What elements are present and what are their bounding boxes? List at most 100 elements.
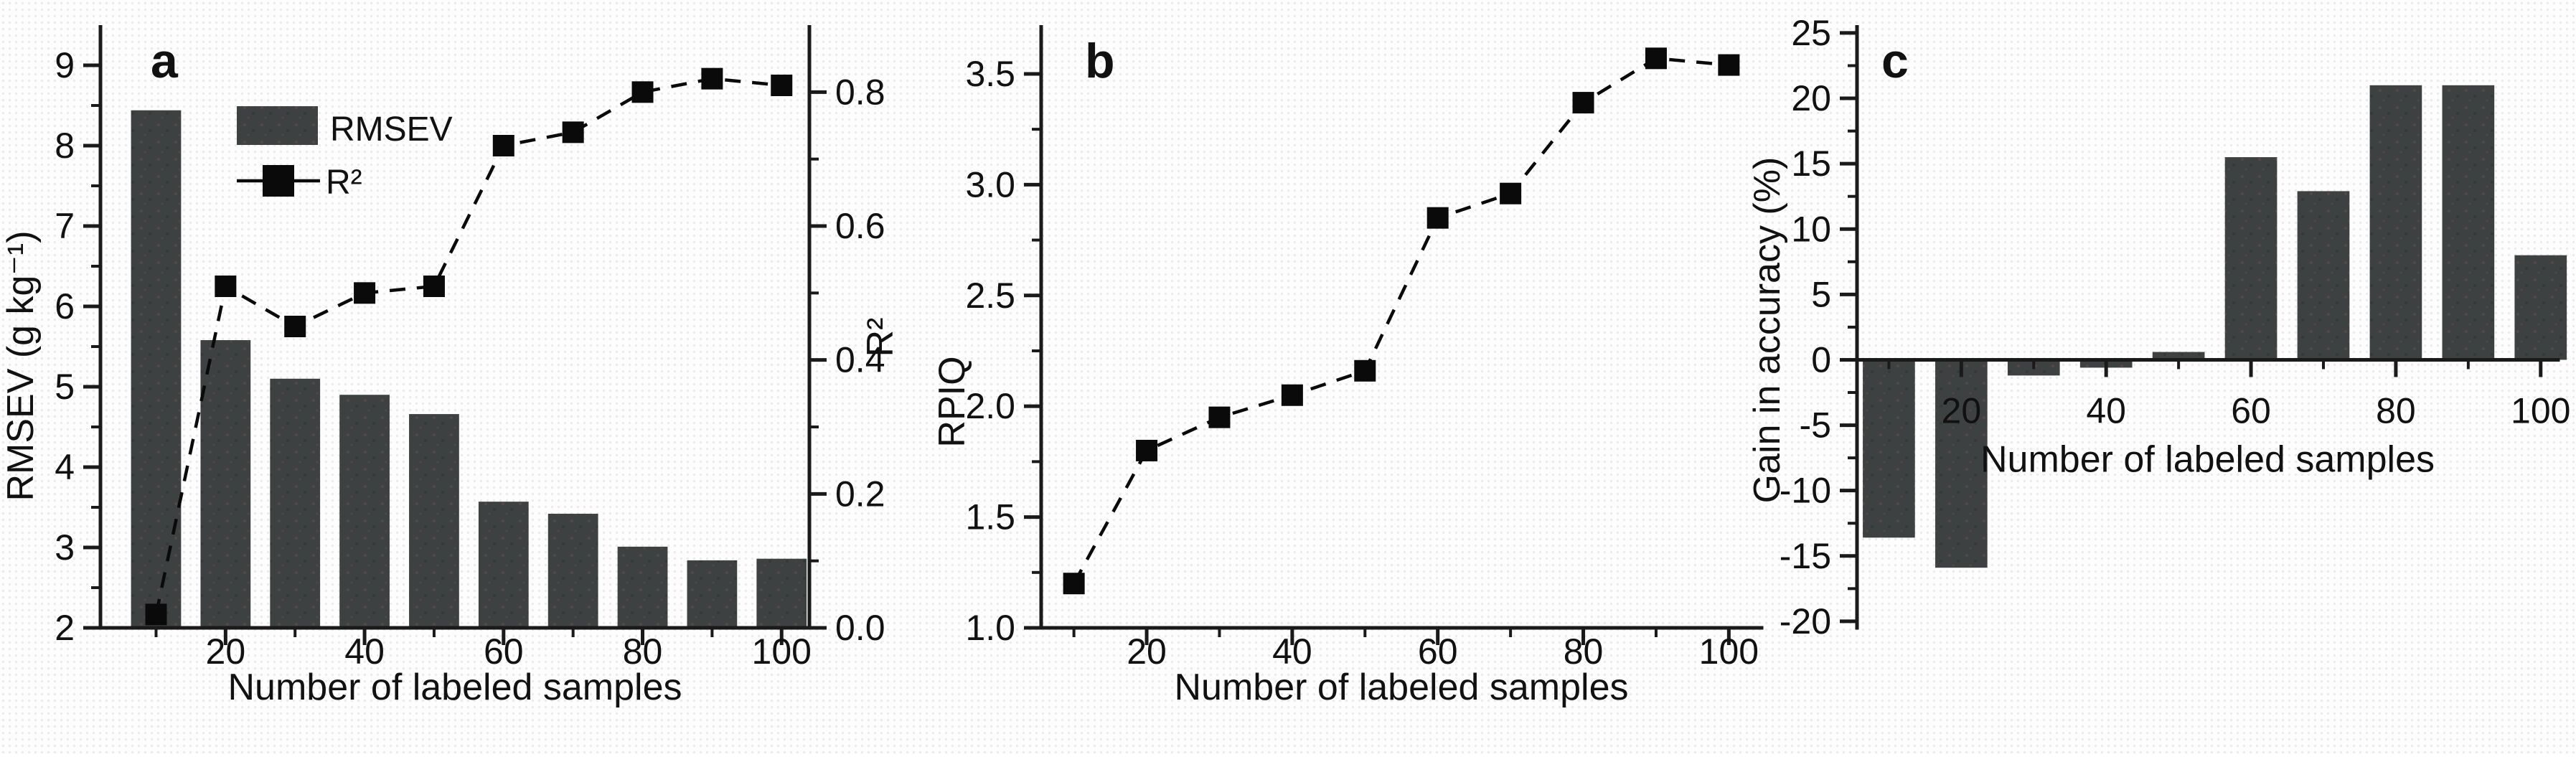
y-tick-label: 2.5 — [965, 276, 1015, 316]
y-axis-title: RPIQ — [931, 356, 973, 447]
data-point-marker-10 — [145, 603, 167, 626]
rpiq-line-series — [1063, 47, 1740, 595]
y-tick-label: 5 — [55, 367, 75, 407]
x-tick-label: 60 — [484, 631, 524, 672]
gain-bar-50 — [2152, 352, 2205, 360]
x-axis — [1039, 626, 1764, 645]
y-axis-left — [1024, 25, 1043, 630]
legend-bar-swatch — [237, 106, 318, 145]
y-tick-label: 3.0 — [965, 164, 1015, 204]
y-axis-left — [83, 25, 103, 630]
rmsev-bar-80 — [617, 546, 668, 628]
x-axis-title: Number of labeled samples — [1980, 438, 2435, 480]
y-axis-title: Gain in accuracy (%) — [1747, 157, 1788, 504]
y-tick-label: 3.5 — [965, 54, 1015, 94]
data-point-marker-30 — [1208, 406, 1231, 428]
y-tick-label: 2 — [55, 608, 75, 648]
y-tick-label: -20 — [1780, 601, 1831, 641]
x-tick-label: 40 — [344, 631, 385, 672]
data-point-marker-40 — [1281, 384, 1303, 406]
gain-bar-70 — [2297, 191, 2350, 360]
legend-label-rmsev: RMSEV — [330, 111, 453, 149]
gain-bar-100 — [2514, 255, 2567, 360]
gain-bar-80 — [2369, 85, 2422, 360]
y-tick-label: 15 — [1791, 144, 1831, 184]
panel-a: 2 3 4 5 6 7 8 9 RMSEV (g kg⁻¹) 0.0 0.2 0.4 0.6 0.8 R² 2… — [0, 25, 901, 708]
x-tick-label: 100 — [752, 631, 812, 672]
x-tick-label: 20 — [1127, 631, 1167, 672]
x-axis — [1855, 357, 2560, 377]
x-tick-label: 80 — [1564, 631, 1604, 672]
y-tick-label: 25 — [1791, 13, 1831, 53]
y-tick-label: 9 — [55, 45, 75, 85]
x-tick-label: 20 — [1942, 390, 1982, 431]
x-axis-title: Number of labeled samples — [1175, 667, 1629, 708]
panel-b: 1.0 1.5 2.0 2.5 3.0 3.5 RPIQ 20 40 60 80 100 Number … — [931, 25, 1764, 708]
gain-bars — [1863, 85, 2567, 568]
rmsev-bar-10 — [131, 110, 182, 629]
rmsev-bar-20 — [200, 340, 251, 628]
data-point-marker-100 — [771, 75, 793, 96]
y-tick-label: 6 — [55, 286, 75, 326]
x-tick-label: 80 — [2376, 390, 2416, 431]
data-point-marker-20 — [1136, 439, 1158, 461]
y-tick-label: 0.6 — [835, 206, 885, 246]
y-tick-label: 1.5 — [965, 497, 1015, 537]
y-tick-label: 3 — [55, 527, 75, 568]
legend-label-r2: R² — [326, 164, 362, 202]
rmsev-bar-30 — [270, 378, 321, 628]
data-point-marker-50 — [423, 276, 445, 297]
gain-bar-60 — [2224, 157, 2277, 360]
rmsev-bar-40 — [339, 395, 390, 628]
data-point-marker-60 — [492, 135, 514, 156]
y-tick-label: -5 — [1800, 405, 1831, 446]
gain-bar-90 — [2442, 85, 2495, 360]
data-point-marker-50 — [1354, 359, 1376, 382]
data-point-marker-80 — [631, 81, 654, 103]
y-tick-label: 20 — [1791, 78, 1831, 118]
panel-c: -20 -15 -10 -5 0 5 10 15 20 25 Gain in accuracy (%… — [1747, 13, 2570, 641]
data-point-marker-10 — [1063, 573, 1085, 595]
y-axis-left — [1840, 25, 1859, 630]
x-tick-label: 20 — [206, 631, 246, 672]
data-point-marker-100 — [1718, 54, 1740, 76]
x-tick-label: 40 — [1272, 631, 1312, 672]
rmsev-bars — [131, 110, 807, 629]
y-tick-label: -15 — [1780, 536, 1831, 576]
y-tick-label: 0.8 — [835, 72, 885, 112]
y-tick-label: 7 — [55, 206, 75, 246]
y-tick-label: -10 — [1780, 471, 1831, 511]
y-tick-label: 2.0 — [965, 386, 1015, 426]
y-tick-label: 5 — [1811, 274, 1831, 314]
y-tick-label: 8 — [55, 126, 75, 166]
rmsev-bar-90 — [687, 560, 738, 628]
r2-line-series — [145, 67, 793, 626]
y-axis-right-title: R² — [860, 318, 901, 357]
y-axis-right — [807, 25, 827, 630]
data-point-marker-30 — [284, 316, 306, 337]
y-tick-label: 4 — [55, 447, 75, 487]
x-tick-label: 60 — [2231, 390, 2271, 431]
rmsev-bar-60 — [478, 502, 529, 628]
legend-square-marker — [263, 165, 294, 197]
gain-bar-10 — [1863, 359, 1915, 538]
x-tick-label: 80 — [623, 631, 663, 672]
x-tick-label: 100 — [1699, 631, 1759, 672]
gain-bar-20 — [1935, 359, 1988, 568]
data-point-marker-90 — [701, 67, 723, 90]
panel-letter-c: c — [1881, 34, 1909, 88]
rmsev-bar-100 — [756, 558, 807, 628]
data-point-marker-20 — [215, 276, 237, 297]
data-point-marker-70 — [562, 121, 584, 144]
y-axis-title: RMSEV (g kg⁻¹) — [0, 230, 42, 501]
legend: RMSEV R² — [237, 106, 453, 202]
x-tick-label: 40 — [2086, 390, 2126, 431]
series-line — [154, 77, 782, 615]
panel-letter-a: a — [151, 34, 179, 88]
x-axis-title: Number of labeled samples — [228, 667, 682, 708]
y-tick-label: 0 — [1811, 339, 1831, 380]
y-tick-label: 0.0 — [835, 608, 885, 648]
data-point-marker-80 — [1572, 92, 1594, 114]
y-tick-label: 10 — [1791, 209, 1831, 249]
